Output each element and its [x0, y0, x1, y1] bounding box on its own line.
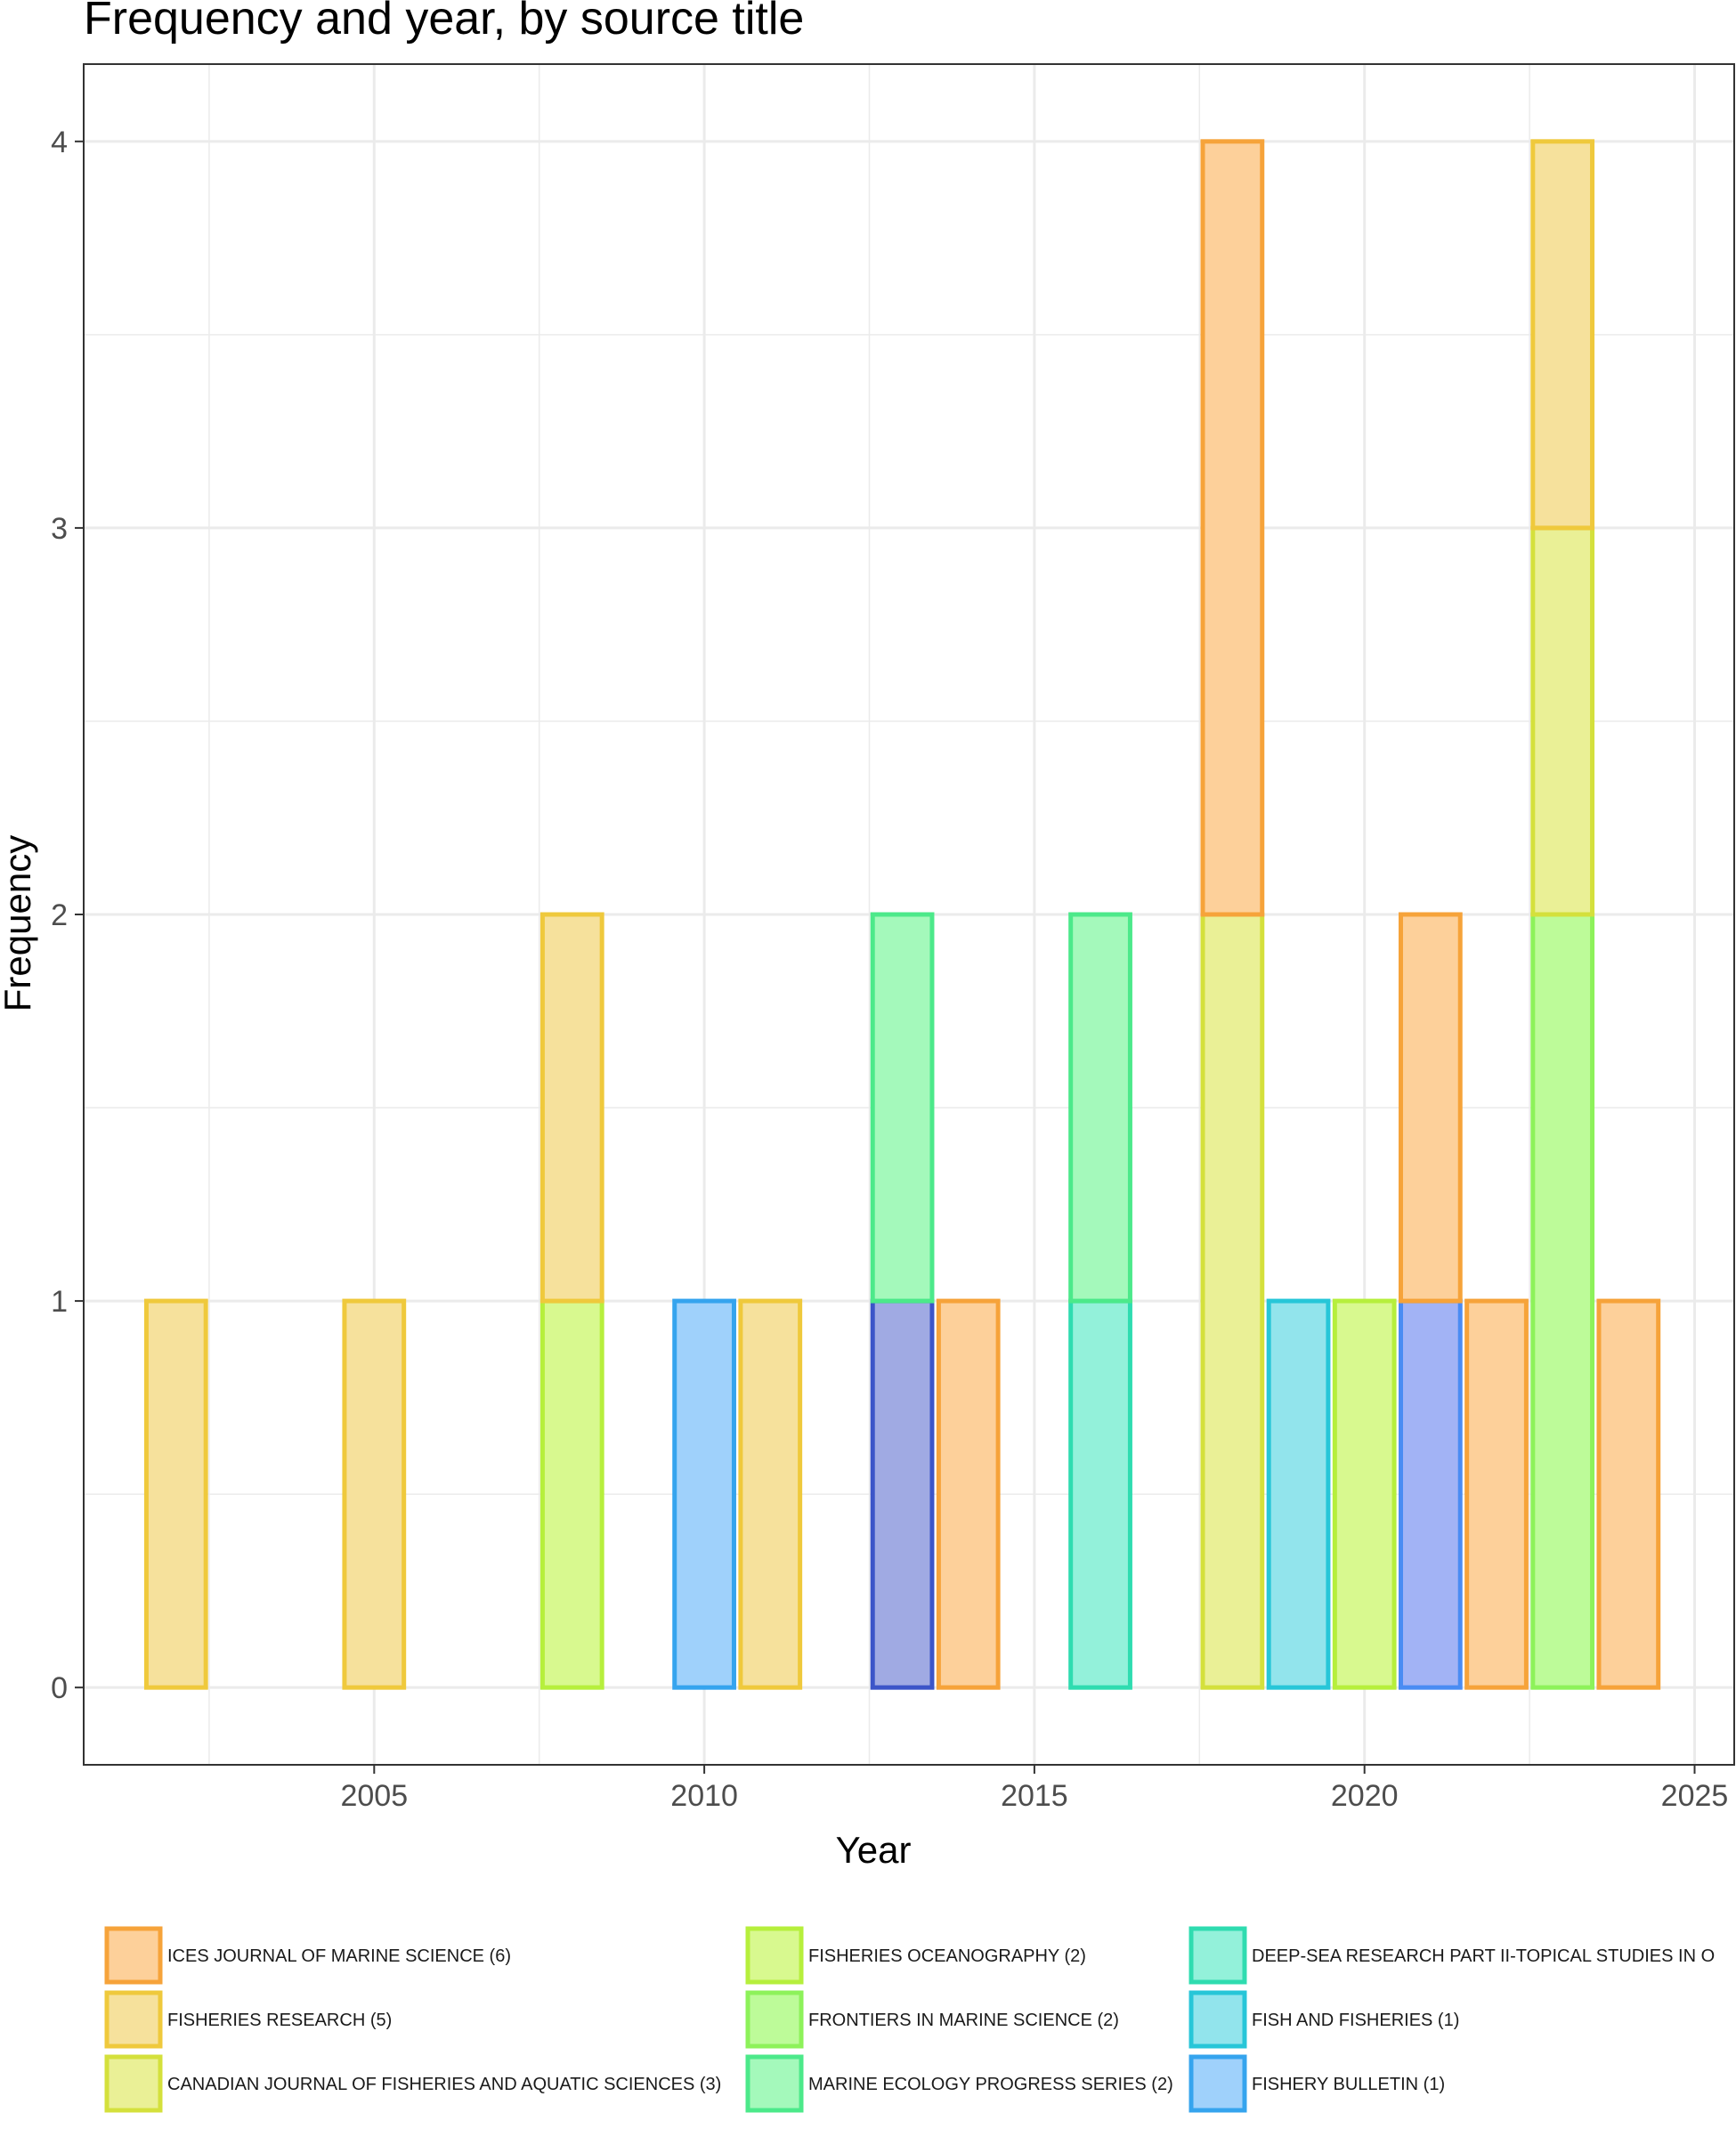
legend-key [104, 1926, 163, 1985]
bar-segment [539, 912, 604, 1304]
y-tick-label: 4 [51, 126, 68, 159]
legend-label: FISHERY BULLETIN (1) [1252, 2075, 1445, 2094]
y-tick-label: 0 [51, 1671, 68, 1705]
bar-segment [870, 912, 935, 1304]
bar-segment [870, 1298, 935, 1690]
bar-segment [1464, 1298, 1529, 1690]
x-axis-title: Year [836, 1829, 912, 1871]
bar-segment [1530, 139, 1595, 531]
bar-segment [1266, 1298, 1331, 1690]
legend-key [104, 1990, 163, 2049]
legend-key [745, 2054, 804, 2113]
axes: 2005 2010 2015 2020 2025 0 1 2 3 4 [51, 126, 1728, 1813]
bar-segment [1596, 1298, 1661, 1690]
bar-segment [1398, 912, 1463, 1304]
legend-label: FISHERIES OCEANOGRAPHY (2) [808, 1946, 1086, 1966]
y-axis-title: Frequency [0, 835, 38, 1012]
chart-title: Frequency and year, by source title [84, 0, 804, 45]
legend: ICES JOURNAL OF MARINE SCIENCE (6) FISHER… [104, 1926, 1715, 2113]
y-tick-label: 2 [51, 898, 68, 932]
legend-key [1188, 1926, 1247, 1985]
bar-segment [1332, 1298, 1397, 1690]
legend-label: ICES JOURNAL OF MARINE SCIENCE (6) [167, 1946, 511, 1966]
legend-key [1188, 2054, 1247, 2113]
x-tick-label: 2015 [1001, 1779, 1068, 1813]
x-tick-label: 2020 [1331, 1779, 1399, 1813]
bar-segment [1200, 912, 1265, 1690]
legend-label: DEEP-SEA RESEARCH PART II-TOPICAL STUDIE… [1252, 1946, 1715, 1966]
legend-key [745, 1990, 804, 2049]
bar-segment [143, 1298, 208, 1690]
bar-segment [1530, 525, 1595, 917]
bar-segment [936, 1298, 1001, 1690]
bar-segment [1068, 1298, 1132, 1690]
bar-segment [539, 1298, 604, 1690]
legend-key [745, 1926, 804, 1985]
bar-segment [1530, 912, 1595, 1690]
legend-label: FRONTIERS IN MARINE SCIENCE (2) [808, 2011, 1119, 2030]
bar-segment [1200, 139, 1265, 917]
bars [143, 139, 1661, 1690]
bar-segment [672, 1298, 736, 1690]
bar-segment [738, 1298, 803, 1690]
bar-segment [1398, 1298, 1463, 1690]
y-tick-label: 1 [51, 1285, 68, 1319]
legend-label: MARINE ECOLOGY PROGRESS SERIES (2) [808, 2075, 1173, 2094]
legend-key [104, 2054, 163, 2113]
x-tick-label: 2025 [1661, 1779, 1729, 1813]
legend-key [1188, 1990, 1247, 2049]
bar-segment [1068, 912, 1132, 1304]
bar-segment [342, 1298, 407, 1690]
x-tick-label: 2005 [340, 1779, 408, 1813]
legend-label: FISHERIES RESEARCH (5) [167, 2011, 392, 2030]
x-tick-label: 2010 [670, 1779, 738, 1813]
y-tick-label: 3 [51, 512, 68, 546]
legend-label: FISH AND FISHERIES (1) [1252, 2011, 1459, 2030]
legend-label: CANADIAN JOURNAL OF FISHERIES AND AQUATI… [167, 2075, 721, 2094]
